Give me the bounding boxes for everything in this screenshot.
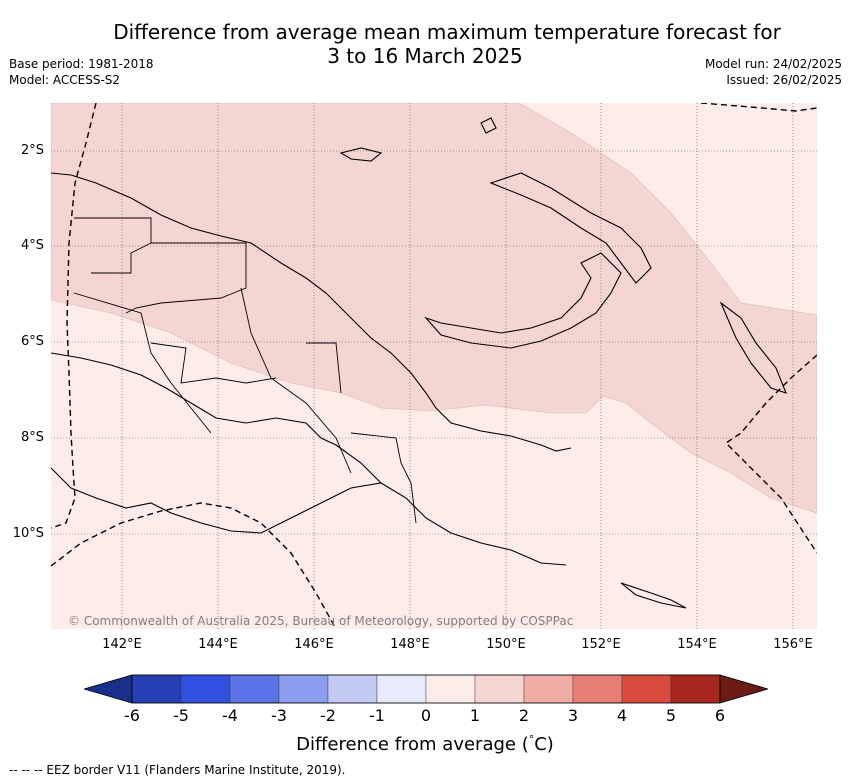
colorbar-tick-label: -6 [124,706,140,725]
lat-label-6s: 6°S [21,334,44,349]
colorbar-tick-label: 2 [519,706,529,725]
title-line-1: Difference from average mean maximum tem… [22,20,850,44]
colorbar-segment [524,675,573,703]
colorbar-segment [279,675,328,703]
colorbar-tick-label: 6 [715,706,725,725]
copyright-notice: © Commonwealth of Australia 2025, Bureau… [68,614,573,628]
eez-footer-note: -- -- -- EEZ border V11 (Flanders Marine… [9,763,346,777]
colorbar-segment [573,675,622,703]
colorbar-tick-label: 1 [470,706,480,725]
colorbar-segment [475,675,524,703]
colorbar-tick-label: -4 [222,706,238,725]
colorbar-segment [230,675,279,703]
lon-label-142e: 142°E [102,637,142,652]
colorbar-label-prefix: Difference from average ( [296,734,529,755]
colorbar-tick-label: -3 [271,706,287,725]
colorbar-tick-label: -2 [320,706,336,725]
colorbar-arrow-low [84,675,132,703]
colorbar-segment [328,675,377,703]
colorbar-tick-label: 3 [568,706,578,725]
colorbar-segment [132,675,181,703]
forecast-map [51,103,817,629]
lon-label-152e: 152°E [581,637,621,652]
lon-label-146e: 146°E [294,637,334,652]
colorbar-segment [181,675,230,703]
colorbar-tick-label: 4 [617,706,627,725]
colorbar-label-unit: C) [534,734,554,755]
colorbar-tick-label: -5 [173,706,189,725]
lon-label-156e: 156°E [773,637,813,652]
colorbar-segment [426,675,475,703]
lat-label-8s: 8°S [21,430,44,445]
lon-label-150e: 150°E [486,637,526,652]
colorbar-label: Difference from average (°C) [0,733,850,755]
lon-label-154e: 154°E [677,637,717,652]
lon-label-148e: 148°E [390,637,430,652]
lat-label-2s: 2°S [21,143,44,158]
colorbar-segment [671,675,720,703]
lat-label-4s: 4°S [21,238,44,253]
base-period: Base period: 1981-2018 [9,57,154,72]
colorbar-arrow-high [720,675,768,703]
issued-date: Issued: 26/02/2025 [726,73,842,88]
colorbar-tick-label: 0 [421,706,431,725]
lat-label-10s: 10°S [13,526,44,541]
model-run: Model run: 24/02/2025 [705,57,842,72]
colorbar-segment [622,675,671,703]
colorbar-tick-label: -1 [369,706,385,725]
colorbar-tick-label: 5 [666,706,676,725]
colorbar-segment [377,675,426,703]
lon-label-144e: 144°E [198,637,238,652]
colorbar [84,673,768,705]
model-name: Model: ACCESS-S2 [9,73,120,88]
